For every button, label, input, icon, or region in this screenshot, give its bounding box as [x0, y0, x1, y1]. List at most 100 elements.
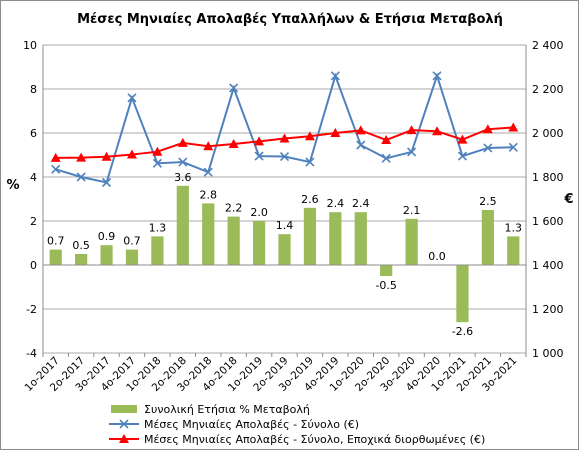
bar-data-label: 1.4: [276, 219, 294, 232]
line-point-triangle-marker: [119, 434, 129, 443]
y-right-tick-label: 2 000: [532, 127, 564, 140]
legend-entry: Μέσες Μηνιαίες Απολαβές - Σύνολο (€): [109, 418, 359, 431]
line-point-triangle-marker: [330, 128, 341, 137]
bar-data-label: 2.6: [301, 193, 319, 206]
series-line: [55, 126, 514, 159]
line-point-triangle-marker: [203, 141, 214, 151]
line-point-triangle-marker: [304, 131, 315, 141]
line-point-x-marker: [381, 153, 391, 163]
bar: [405, 218, 418, 265]
line-point-triangle-marker: [482, 124, 493, 134]
y-right-tick-label: 1 200: [532, 303, 564, 316]
bar: [278, 234, 291, 265]
bar: [481, 210, 494, 265]
bar-data-label: 2.4: [327, 197, 345, 210]
line-point-triangle-marker: [355, 125, 366, 135]
bar: [380, 265, 393, 276]
line-point-triangle-marker: [177, 137, 188, 147]
y-left-tick-label: 2: [30, 215, 37, 228]
line-point-x-marker: [203, 167, 213, 177]
y-right-tick-label: 1 000: [532, 347, 564, 360]
bar-data-label: -0.5: [375, 279, 396, 292]
bar-data-label: -2.6: [452, 325, 473, 338]
legend-label: Μέσες Μηνιαίες Απολαβές - Σύνολο (€): [144, 418, 359, 431]
line-point-x-marker: [483, 143, 493, 153]
y-right-tick-label: 1 600: [532, 215, 564, 228]
bar-data-label: 0.9: [98, 230, 116, 243]
line-point-x-marker: [119, 419, 129, 429]
bar: [507, 236, 520, 265]
line-point-x-marker: [127, 93, 137, 103]
bar-data-label: 2.0: [250, 206, 268, 219]
y-left-tick-label: -2: [26, 303, 37, 316]
bar-data-label: 1.3: [149, 221, 167, 234]
y-axis-left-label: %: [6, 178, 19, 193]
bar: [252, 221, 266, 265]
bar: [456, 265, 469, 323]
y-left-tick-label: -4: [26, 347, 37, 360]
y-left-tick-label: 4: [30, 171, 37, 184]
y-left-tick-label: 10: [23, 39, 37, 52]
y-left-tick-label: 6: [30, 127, 37, 140]
line-point-x-marker: [178, 157, 188, 167]
legend-entry: Συνολική Ετήσια % Μεταβολή: [111, 403, 310, 416]
line-point-triangle-marker: [432, 126, 443, 136]
y-right-tick-label: 1 400: [532, 259, 564, 272]
line-point-triangle-marker: [508, 122, 519, 132]
line-point-triangle-marker: [279, 133, 290, 143]
line-point-x-marker: [76, 172, 86, 182]
line-point-x-marker: [508, 142, 518, 152]
bar: [151, 236, 164, 265]
line-point-triangle-marker: [406, 125, 417, 135]
legend-label: Μέσες Μηνιαίες Απολαβές - Σύνολο, Εποχικ…: [144, 433, 485, 446]
line-point-triangle-marker: [101, 151, 112, 161]
y-right-tick-label: 1 800: [532, 171, 564, 184]
bar: [354, 212, 367, 265]
line-point-x-marker: [457, 151, 468, 161]
bar-data-label: 0.7: [47, 235, 65, 248]
bar: [75, 254, 88, 265]
line-point-x-marker: [101, 177, 112, 188]
y-left-tick-label: 0: [30, 259, 37, 272]
bar: [227, 216, 240, 265]
bar: [125, 249, 139, 265]
bar-data-label: 2.4: [352, 197, 370, 210]
line-point-x-marker: [330, 71, 340, 81]
line-point-triangle-marker: [228, 139, 239, 148]
y-axis-right-label: €: [563, 192, 573, 207]
legend-bar-swatch: [111, 405, 137, 413]
line-point-x-marker: [152, 158, 162, 168]
y-right-tick-label: 2 400: [532, 39, 564, 52]
series-line: [55, 72, 514, 184]
bar-data-label: 2.1: [403, 204, 421, 217]
line-point-x-marker: [356, 140, 366, 150]
line-point-x-marker: [305, 157, 315, 167]
y-left-tick-label: 8: [30, 83, 37, 96]
bar-data-label: 0.5: [72, 239, 90, 252]
bar-data-label: 2.2: [225, 202, 243, 215]
line-point-x-marker: [407, 147, 417, 157]
legend-entry: Μέσες Μηνιαίες Απολαβές - Σύνολο, Εποχικ…: [109, 433, 485, 446]
bar-data-label: 1.3: [505, 221, 523, 234]
bar: [202, 203, 215, 265]
bar-data-label: 0.7: [123, 235, 141, 248]
line-point-x-marker: [279, 151, 290, 162]
y-right-tick-label: 2 200: [532, 83, 564, 96]
bar: [176, 185, 189, 265]
bar-data-label: 2.8: [199, 188, 217, 201]
bar-data-label: 3.6: [174, 171, 192, 184]
line-point-x-marker: [229, 83, 239, 93]
line-point-triangle-marker: [254, 136, 265, 146]
legend: Συνολική Ετήσια % Μεταβολή Μέσες Μηνιαίες…: [109, 403, 485, 446]
bar: [303, 207, 317, 265]
chart-title: Μέσες Μηνιαίες Απολαβές Υπαλλήλων & Ετήσ…: [77, 12, 503, 27]
bar: [329, 212, 342, 265]
line-point-triangle-marker: [152, 146, 163, 156]
bar-data-label: 0.0: [428, 250, 446, 263]
line-point-triangle-marker: [457, 134, 468, 144]
legend-label: Συνολική Ετήσια % Μεταβολή: [144, 403, 310, 416]
line-point-triangle-marker: [76, 152, 87, 162]
line-point-x-marker: [254, 151, 264, 161]
